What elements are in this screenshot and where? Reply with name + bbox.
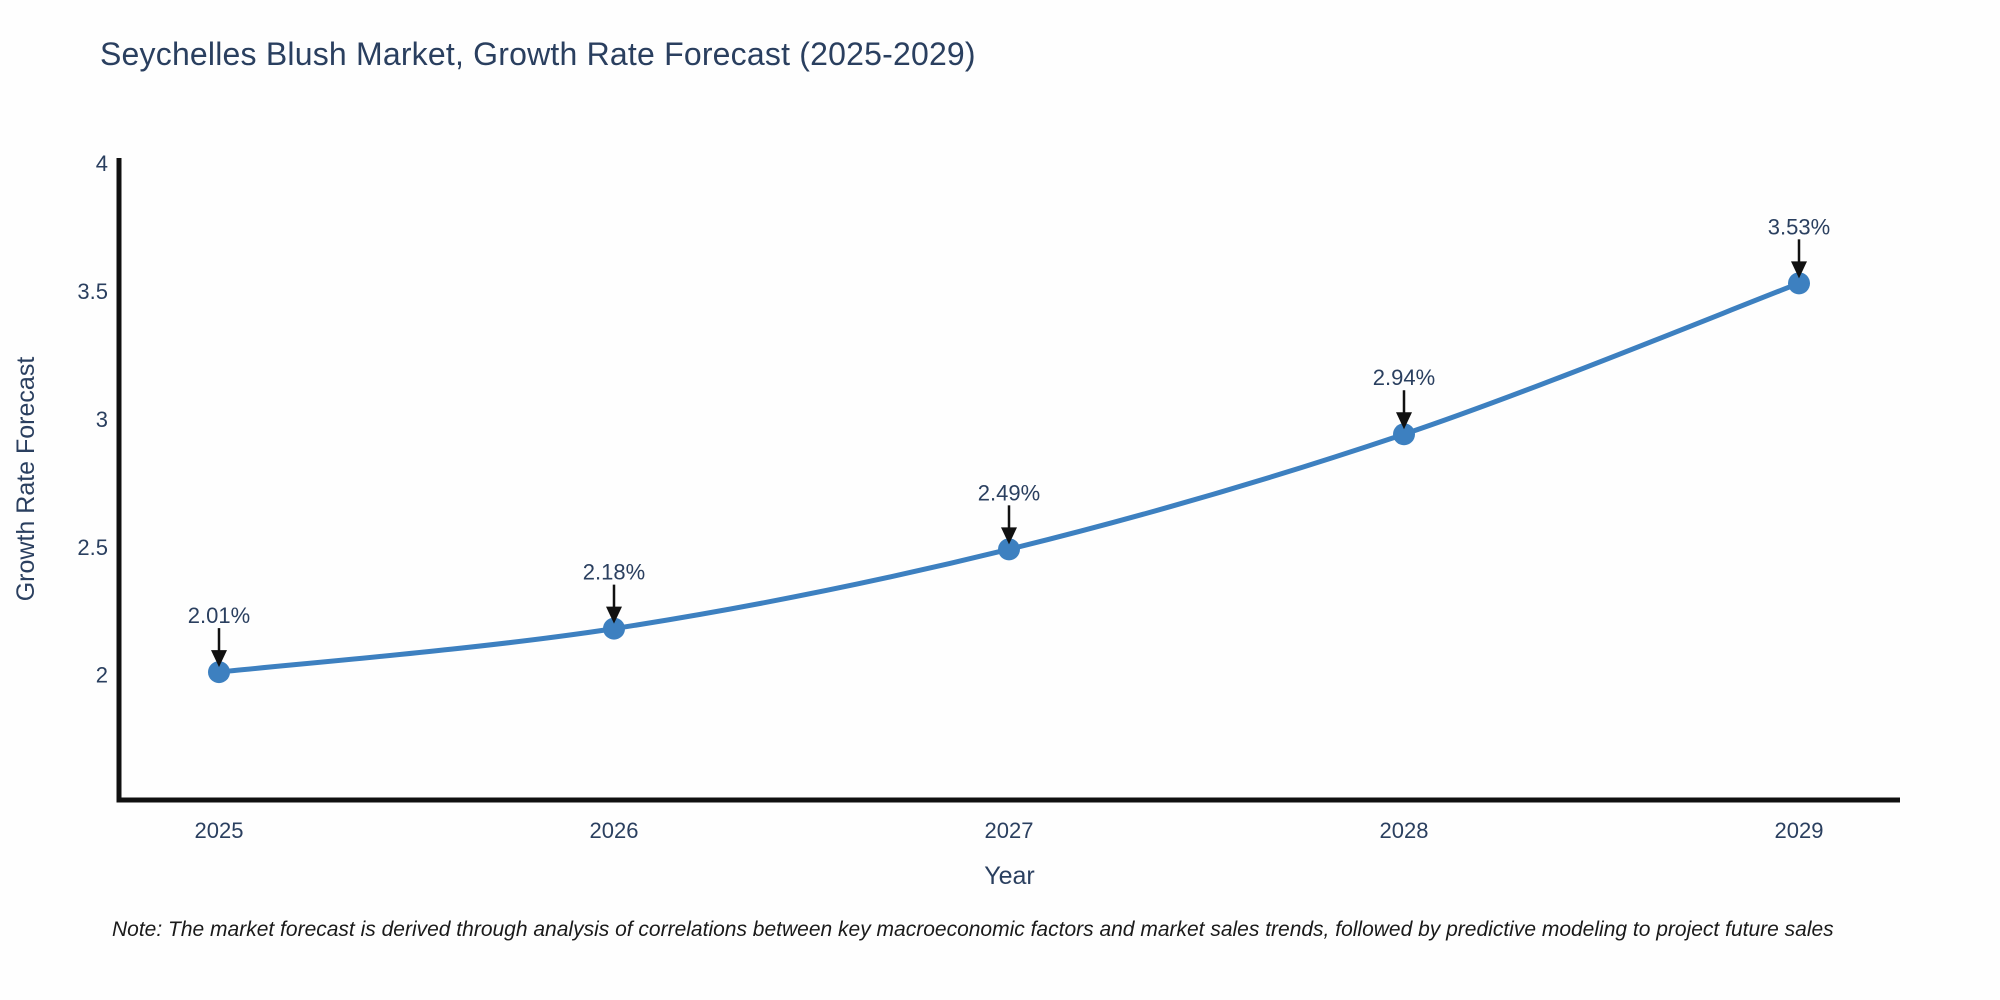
annotation-arrowhead — [1396, 412, 1412, 430]
y-tick-label: 3.5 — [77, 279, 108, 304]
data-point-2028 — [1393, 423, 1415, 446]
y-axis-title: Growth Rate Forecast — [12, 357, 40, 602]
x-tick-label: 2029 — [1775, 818, 1824, 843]
x-tick-label: 2026 — [590, 818, 639, 843]
annotation-label: 2.94% — [1373, 365, 1435, 390]
forecast-line — [216, 280, 1802, 675]
annotation-label: 2.49% — [978, 480, 1040, 505]
axis-lines — [116, 158, 1900, 803]
x-tick-label: 2027 — [985, 818, 1034, 843]
chart-title: Seychelles Blush Market, Growth Rate For… — [100, 36, 976, 72]
y-tick-label: 3 — [96, 407, 108, 432]
footnote-text: Note: The market forecast is derived thr… — [112, 918, 1834, 941]
data-point-2026 — [603, 617, 625, 640]
y-tick-label: 2 — [96, 663, 108, 688]
annotation-arrowhead — [211, 650, 227, 668]
x-tick-label: 2028 — [1380, 818, 1429, 843]
annotation-arrowhead — [606, 606, 622, 624]
annotation-label: 3.53% — [1768, 214, 1830, 239]
x-axis-title: Year — [984, 862, 1035, 890]
y-tick-label: 2.5 — [77, 535, 108, 560]
growth-rate-line-chart: 2.01% 2.18% 2.49% 2.94% 3.53% 2 2.5 3 3.5 4 2025 20… — [12, 151, 1900, 890]
y-tick-label: 4 — [96, 151, 108, 176]
x-tick-label: 2025 — [195, 818, 244, 843]
data-point-2029 — [1788, 272, 1810, 295]
data-point-2027 — [998, 538, 1020, 561]
annotation-label: 2.01% — [188, 603, 250, 628]
data-point-2025 — [208, 661, 230, 684]
annotation-arrowhead — [1791, 261, 1807, 279]
annotation-arrowhead — [1001, 527, 1017, 545]
annotation-label: 2.18% — [583, 560, 645, 585]
